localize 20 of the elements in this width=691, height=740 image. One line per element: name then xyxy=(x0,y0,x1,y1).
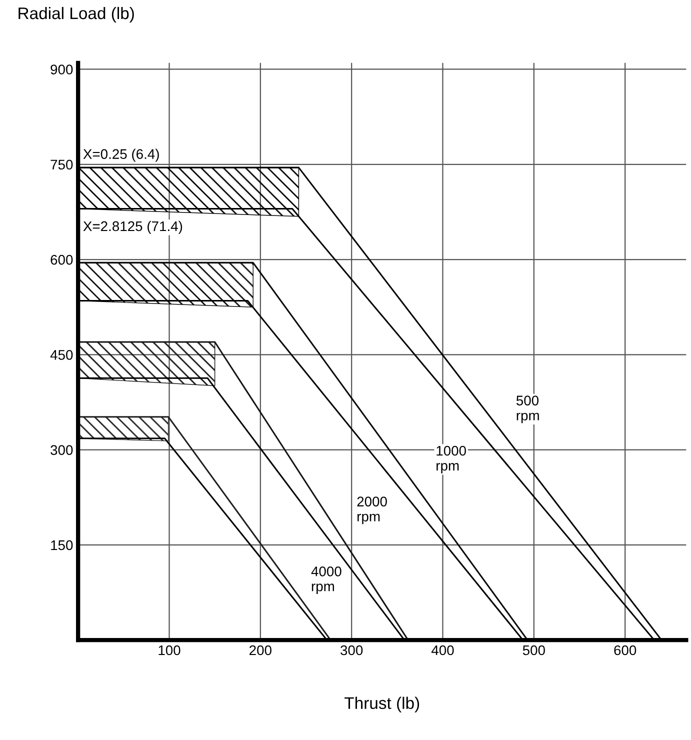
x-tick-label: 300 xyxy=(340,645,363,656)
annotation: 2000 rpm xyxy=(357,496,387,524)
annotation: X=0.25 (6.4) xyxy=(83,148,159,162)
y-tick-label: 600 xyxy=(50,254,73,265)
y-tick-label: 150 xyxy=(51,540,73,550)
annotation: 4000 rpm xyxy=(311,566,342,594)
x-tick-label: 400 xyxy=(431,645,454,656)
y-tick-label: 750 xyxy=(50,160,73,170)
x-tick-label: 200 xyxy=(250,645,272,656)
y-tick-label: 900 xyxy=(50,64,73,74)
x-axis-title: Thrust (lb) xyxy=(344,696,420,712)
x-tick-label: 500 xyxy=(522,645,545,656)
y-tick-label: 450 xyxy=(50,350,73,360)
annotation: 1000 rpm xyxy=(436,446,466,474)
x-tick-label: 100 xyxy=(158,645,180,656)
y-tick-label: 300 xyxy=(50,445,73,455)
y-axis-title: Radial Load (lb) xyxy=(18,6,134,22)
annotation: X=2.8125 (71.4) xyxy=(83,220,182,234)
x-tick-label: 600 xyxy=(614,645,636,656)
annotation: 500 rpm xyxy=(516,396,539,424)
